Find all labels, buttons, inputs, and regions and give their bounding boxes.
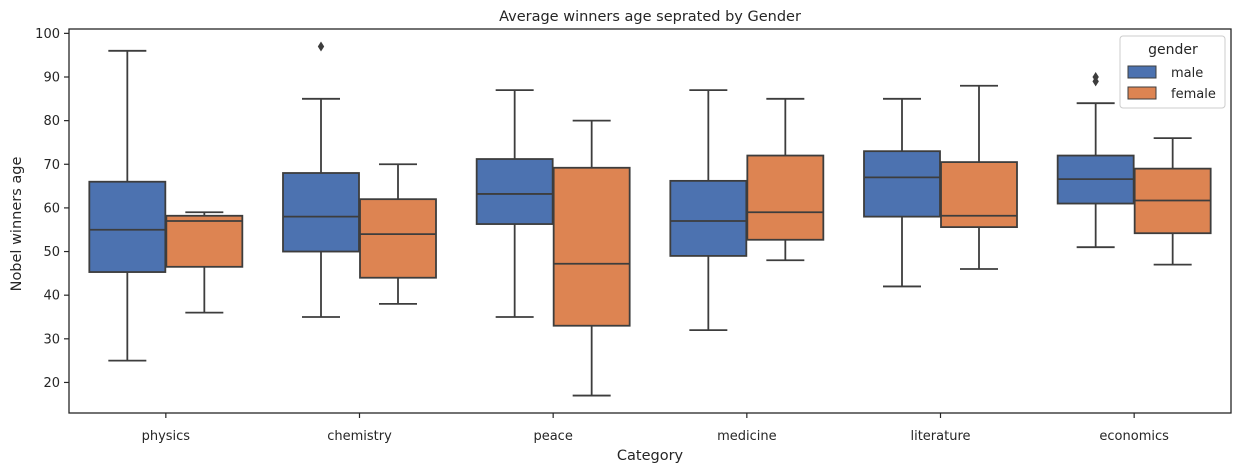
y-tick-label: 90: [43, 71, 60, 86]
box-female-medicine: [746, 154, 825, 241]
box-male-medicine: [669, 179, 748, 257]
outlier-male-chemistry: [317, 41, 325, 52]
chart-title: Average winners age seprated by Gender: [499, 9, 801, 25]
x-tick-label-physics: physics: [142, 429, 191, 444]
legend-label-male: male: [1171, 66, 1203, 81]
x-tick-label-chemistry: chemistry: [327, 429, 392, 444]
plot-area: 20 30 40 50 60 70 80 90 100 physics chemistry peace…: [35, 27, 1212, 444]
x-tick-label-economics: economics: [1099, 429, 1169, 444]
box-male-literature: [863, 150, 941, 218]
y-tick-label: 70: [43, 158, 60, 173]
x-tick-label-medicine: medicine: [717, 429, 777, 444]
y-axis-title: Nobel winners age: [9, 157, 25, 292]
y-tick-label: 30: [43, 332, 60, 347]
x-tick-label-literature: literature: [910, 429, 970, 444]
legend-swatch-male: [1127, 65, 1157, 79]
box-female-peace: [552, 166, 631, 327]
box-male-physics: [88, 180, 167, 273]
x-axis-title: Category: [617, 448, 684, 464]
legend: gender male female: [1119, 35, 1226, 109]
y-tick-label: 20: [43, 376, 60, 391]
y-tick-label: 40: [43, 289, 60, 304]
legend-title: gender: [1148, 42, 1198, 58]
legend-label-female: female: [1171, 87, 1216, 102]
plot-frame: [68, 28, 1232, 414]
legend-swatch-female: [1127, 86, 1157, 100]
y-tick-label: 60: [43, 201, 60, 216]
box-female-chemistry: [359, 198, 437, 279]
box-male-peace: [475, 158, 554, 225]
y-tick-label: 100: [35, 27, 60, 42]
y-tick-label: 80: [43, 114, 60, 129]
y-tick-label: 50: [43, 245, 60, 260]
box-female-physics: [165, 214, 244, 268]
outlier-male-economics: [1092, 72, 1099, 82]
x-tick-label-peace: peace: [533, 429, 572, 444]
box-male-chemistry: [282, 172, 360, 253]
box-female-literature: [940, 161, 1018, 229]
